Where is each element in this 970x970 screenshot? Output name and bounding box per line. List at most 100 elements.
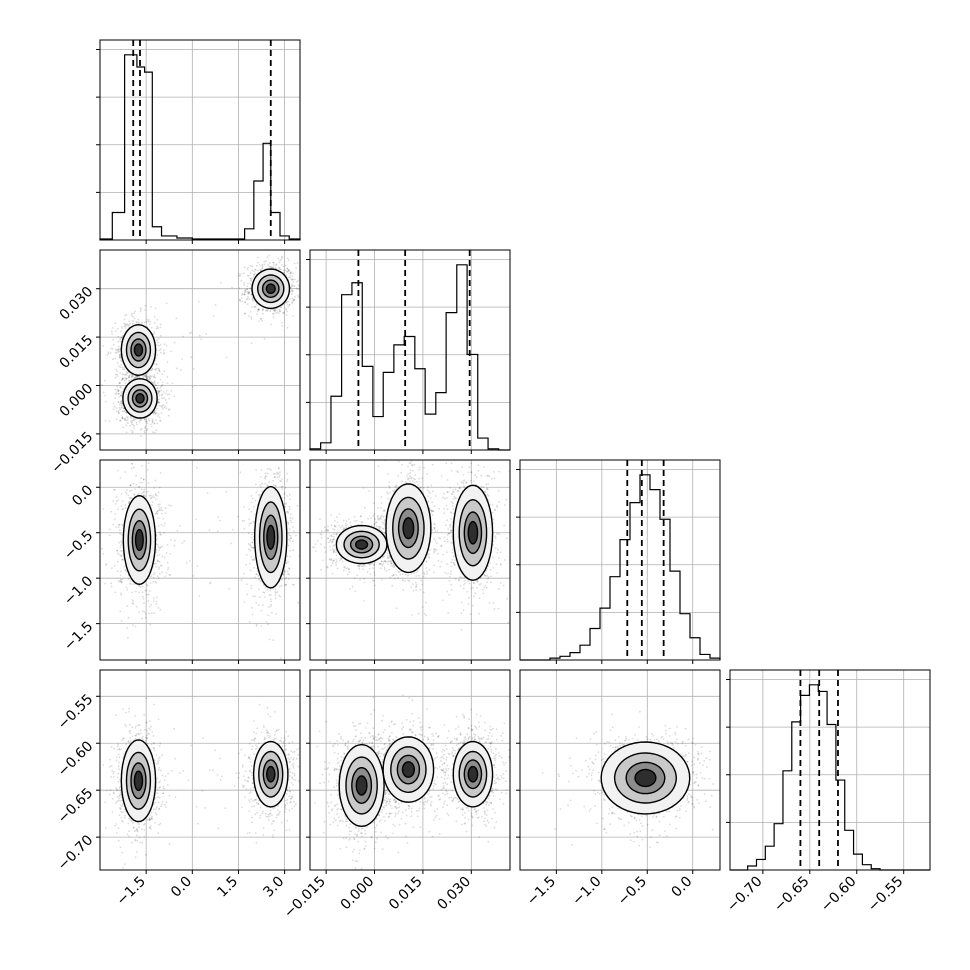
sample-point (157, 392, 160, 394)
sample-point (219, 281, 222, 284)
sample-point (121, 368, 124, 370)
sample-point (135, 376, 138, 378)
sample-point (102, 345, 104, 347)
sample-point (296, 504, 299, 507)
axes-frame (309, 249, 511, 451)
sample-point (153, 322, 156, 324)
sample-point (260, 317, 263, 320)
sample-point (118, 412, 120, 414)
sample-point (340, 557, 343, 559)
sample-point (263, 477, 266, 479)
sample-point (156, 407, 158, 410)
sample-point (132, 600, 135, 602)
sample-point (252, 275, 255, 278)
sample-point (120, 406, 123, 408)
sample-point (164, 575, 167, 578)
sample-point (255, 264, 258, 267)
sample-point (165, 389, 168, 392)
sample-point (117, 340, 120, 343)
sample-point (126, 605, 129, 607)
sample-point (252, 559, 255, 561)
sample-point (130, 580, 132, 582)
sample-point (145, 420, 147, 422)
sample-point (271, 267, 273, 269)
sample-point (122, 558, 125, 561)
scatter-panel-1-0 (99, 249, 301, 451)
sample-point (256, 313, 258, 316)
sample-point (124, 417, 127, 420)
sample-point (285, 274, 288, 277)
sample-point (156, 341, 159, 344)
sample-point (143, 488, 146, 491)
sample-point (132, 417, 135, 420)
sample-point (246, 285, 249, 288)
sample-point (115, 418, 118, 421)
sample-point (129, 484, 132, 486)
sample-point (275, 592, 277, 594)
sample-point (118, 350, 120, 353)
sample-point (272, 480, 274, 482)
sample-point (149, 623, 152, 626)
sample-point (118, 345, 120, 348)
sample-point (246, 268, 249, 270)
sample-point (155, 596, 158, 599)
sample-point (132, 430, 134, 433)
sample-point (248, 621, 251, 623)
sample-point (246, 583, 248, 585)
sample-point (155, 603, 158, 605)
sample-point (330, 534, 333, 537)
axes-frame (99, 39, 301, 241)
sample-point (108, 534, 111, 537)
sample-point (143, 602, 145, 605)
sample-point (249, 287, 251, 290)
sample-point (173, 395, 176, 397)
sample-point (263, 592, 266, 594)
sample-point (286, 510, 289, 513)
sample-point (283, 492, 286, 495)
sample-point (134, 488, 136, 490)
sample-point (198, 334, 201, 337)
sample-point (346, 573, 349, 576)
sample-point (120, 555, 122, 557)
sample-point (275, 485, 277, 487)
axes-frame (729, 669, 931, 871)
sample-point (297, 288, 300, 291)
sample-point (239, 274, 242, 277)
sample-point (160, 412, 163, 414)
sample-point (160, 394, 163, 397)
sample-point (115, 407, 118, 409)
sample-point (238, 299, 241, 301)
sample-point (124, 507, 127, 509)
sample-point (129, 496, 132, 499)
sample-point (188, 332, 191, 334)
sample-point (150, 376, 152, 378)
sample-point (115, 393, 118, 395)
sample-point (125, 431, 128, 434)
sample-point (158, 508, 161, 510)
sample-point (181, 358, 184, 360)
sample-point (166, 376, 169, 378)
sample-point (264, 475, 267, 478)
sample-point (170, 504, 173, 507)
sample-point (292, 278, 295, 281)
sample-point (192, 575, 195, 577)
sample-point (154, 413, 157, 415)
sample-point (289, 276, 291, 279)
sample-point (250, 317, 253, 320)
sample-point (288, 272, 291, 275)
sample-point (280, 306, 283, 309)
sample-point (153, 362, 156, 365)
sample-point (331, 538, 334, 541)
sample-point (373, 523, 376, 525)
sample-point (156, 318, 159, 321)
sample-point (144, 418, 146, 421)
sample-point (264, 309, 267, 312)
sample-point (146, 377, 149, 380)
sample-point (180, 369, 182, 371)
sample-point (274, 266, 277, 269)
sample-point (123, 410, 125, 413)
sample-point (284, 571, 287, 573)
sample-point (266, 588, 269, 591)
sample-point (173, 544, 176, 547)
sample-point (140, 419, 143, 422)
